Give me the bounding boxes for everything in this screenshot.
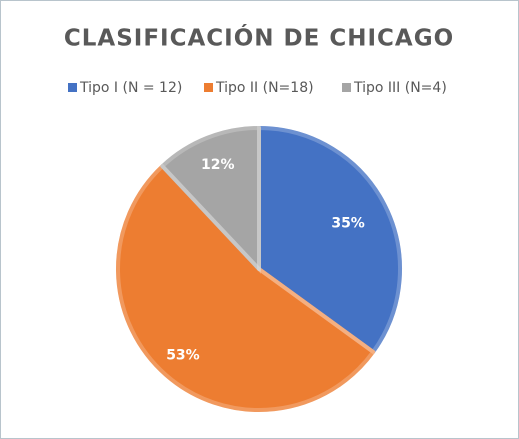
slice-border xyxy=(159,125,261,275)
legend-swatch xyxy=(342,83,351,92)
legend-label: Tipo I (N = 12) xyxy=(79,80,182,96)
legend-swatch xyxy=(68,83,77,92)
data-label: 12% xyxy=(201,157,235,173)
pie-slice xyxy=(160,126,261,271)
data-label: 53% xyxy=(166,347,200,363)
data-label: 35% xyxy=(331,216,365,232)
pie-slice xyxy=(257,126,402,354)
pie-slice xyxy=(116,164,376,412)
slice-border xyxy=(257,125,402,355)
legend-label: Tipo II (N=18) xyxy=(215,80,314,96)
slice-border xyxy=(116,163,376,412)
chart-title: CLASIFICACIÓN DE CHICAGO xyxy=(64,24,454,52)
legend-swatch xyxy=(204,83,213,92)
legend-label: Tipo III (N=4) xyxy=(353,80,447,96)
